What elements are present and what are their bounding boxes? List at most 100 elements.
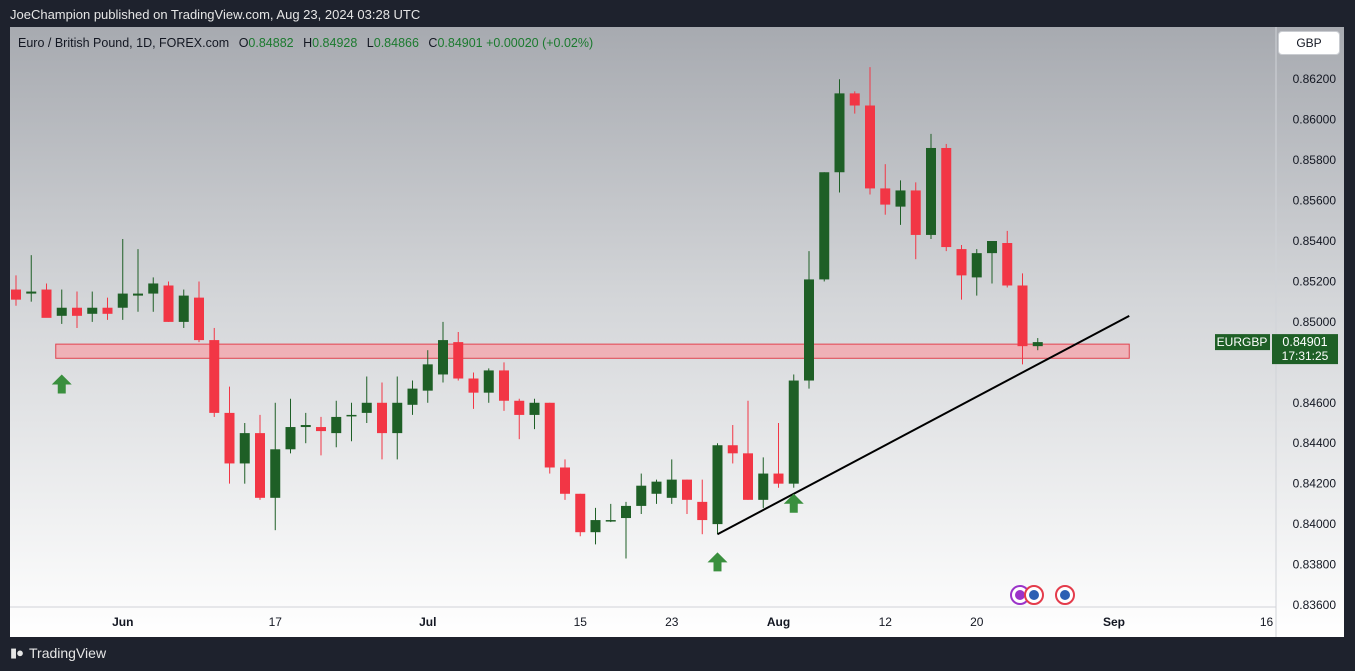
price-tag-symbol: EURGBP xyxy=(1217,335,1268,349)
candle-body xyxy=(270,449,281,498)
candle-body xyxy=(758,473,769,500)
candle-body xyxy=(117,293,128,308)
candle-body xyxy=(41,289,52,318)
candle-body xyxy=(407,388,418,405)
candle-body xyxy=(468,378,479,393)
candle-body xyxy=(788,380,799,484)
up-arrow-icon xyxy=(783,493,804,513)
change-value: +0.00020 (+0.02%) xyxy=(486,36,594,50)
candle-body xyxy=(422,364,433,391)
y-tick-label: 0.85800 xyxy=(1293,153,1337,167)
candle-body xyxy=(926,147,936,235)
y-tick-label: 0.83800 xyxy=(1293,558,1337,572)
candle-body xyxy=(712,445,723,525)
candle-body xyxy=(377,402,387,434)
chart-area[interactable]: 0.86200 0.86000 0.85800 0.85600 0.85400 0.852… xyxy=(10,27,1344,637)
up-arrow-icon xyxy=(707,552,728,572)
candlestick-chart[interactable]: 0.86200 0.86000 0.85800 0.85600 0.85400 0.852… xyxy=(10,27,1344,637)
candle-body xyxy=(590,520,601,533)
candle-body xyxy=(682,479,692,500)
candle-body xyxy=(255,433,265,498)
y-tick-label: 0.85600 xyxy=(1293,194,1337,208)
candle-body xyxy=(346,414,357,417)
x-tick-label: 12 xyxy=(879,615,893,629)
x-tick-label: Jul xyxy=(419,615,436,629)
y-tick-label: 0.83600 xyxy=(1293,598,1337,612)
published-info: JoeChampion published on TradingView.com… xyxy=(10,7,421,22)
high-label: H xyxy=(303,36,313,50)
trendline xyxy=(717,314,1130,536)
candle-body xyxy=(560,467,570,494)
candle-body xyxy=(331,416,342,434)
candle-body xyxy=(178,295,189,322)
candle-body xyxy=(529,402,540,415)
candle-body xyxy=(26,291,37,294)
candle-body xyxy=(361,402,372,413)
open-label: O xyxy=(238,36,249,50)
candle-body xyxy=(72,307,82,316)
candle-body xyxy=(773,473,784,484)
candle-body xyxy=(194,297,204,341)
footer: ▮● TradingView xyxy=(10,645,106,661)
x-tick-label: 15 xyxy=(574,615,588,629)
low-value: 0.84866 xyxy=(373,36,419,50)
candle-body xyxy=(971,253,982,278)
candle-body xyxy=(483,370,494,393)
candle-body xyxy=(666,479,677,498)
candle-body xyxy=(87,307,98,314)
candle-body xyxy=(300,425,311,428)
candle-body xyxy=(819,172,830,280)
y-tick-label: 0.86200 xyxy=(1293,72,1337,86)
candle-body xyxy=(834,93,845,173)
close-label: C xyxy=(428,36,438,50)
candle-body xyxy=(102,307,113,314)
candle-body xyxy=(727,445,738,454)
price-tag-price: 0.84901 xyxy=(1282,335,1327,349)
x-tick-label: 20 xyxy=(970,615,984,629)
candle-body xyxy=(849,93,860,106)
y-tick-label: 0.84200 xyxy=(1293,477,1337,491)
candle-body xyxy=(148,283,159,294)
price-tag-countdown: 17:31:25 xyxy=(1282,349,1329,363)
candle-body xyxy=(605,520,616,522)
candle-body xyxy=(239,433,250,464)
event-marker-icon xyxy=(1015,590,1025,600)
ohlc-legend: Euro / British Pound, 1D, FOREX.com O0.8… xyxy=(18,36,593,50)
candle-body xyxy=(621,505,631,519)
x-tick-label: 23 xyxy=(665,615,679,629)
candle-body xyxy=(316,427,326,432)
y-tick-label: 0.85200 xyxy=(1293,274,1337,288)
candle-body xyxy=(285,427,296,450)
candle-body xyxy=(1032,342,1043,347)
footer-brand[interactable]: TradingView xyxy=(29,645,107,661)
candle-body xyxy=(209,340,220,413)
high-value: 0.84928 xyxy=(312,36,358,50)
candle-body xyxy=(880,188,891,205)
y-tick-label: 0.85000 xyxy=(1293,315,1337,329)
candle-body xyxy=(895,190,906,207)
y-tick-label: 0.86000 xyxy=(1293,113,1337,127)
close-value: 0.84901 xyxy=(437,36,483,50)
candle-body xyxy=(133,293,143,296)
low-label: L xyxy=(366,36,374,50)
candle-body xyxy=(956,249,967,276)
candle-body xyxy=(499,370,509,401)
candle-body xyxy=(392,402,403,434)
candle-body xyxy=(438,340,448,375)
currency-button[interactable]: GBP xyxy=(1278,31,1340,55)
x-tick-label: Sep xyxy=(1103,615,1125,629)
candle-body xyxy=(11,289,21,300)
y-tick-label: 0.84000 xyxy=(1293,517,1337,531)
candle-body xyxy=(56,307,67,316)
open-value: 0.84882 xyxy=(248,36,294,50)
x-tick-label: Aug xyxy=(767,615,790,629)
candle-body xyxy=(163,285,174,322)
event-marker-icon xyxy=(1029,590,1039,600)
candle-body xyxy=(453,342,464,379)
tradingview-logo-icon[interactable]: ▮● xyxy=(10,645,24,660)
event-icons-group xyxy=(1010,585,1075,605)
candle-body xyxy=(910,190,921,235)
symbol-title[interactable]: Euro / British Pound, 1D, FOREX.com xyxy=(18,36,230,50)
event-marker-icon xyxy=(1060,590,1070,600)
candle-body xyxy=(514,400,525,415)
